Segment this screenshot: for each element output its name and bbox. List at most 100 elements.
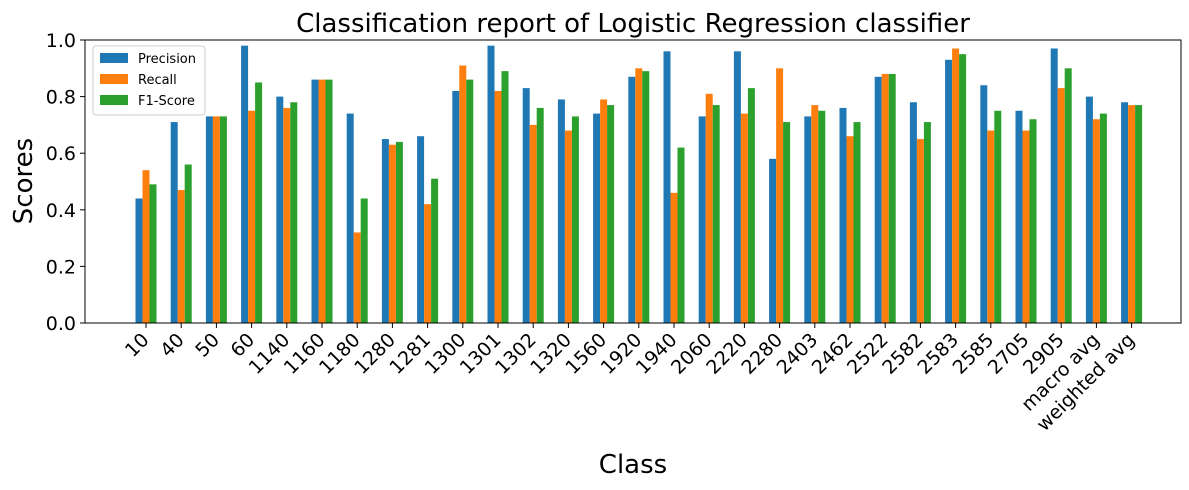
bar-f1-score-1560 [607, 105, 615, 323]
bar-f1-score-1320 [571, 116, 579, 323]
bar-precision-1280 [381, 139, 389, 323]
bar-precision-1140 [276, 96, 284, 323]
bar-precision-1302 [522, 88, 530, 323]
bar-recall-2462 [846, 136, 854, 323]
bar-f1-score-1301 [501, 71, 509, 323]
bar-recall-1560 [600, 99, 608, 324]
bar-precision-1180 [346, 113, 354, 323]
bar-recall-2583 [952, 48, 960, 324]
bar-recall-2060 [705, 93, 713, 324]
bar-precision-1320 [557, 99, 565, 324]
bar-precision-1160 [311, 79, 319, 324]
bar-f1-score-1280 [395, 141, 403, 323]
bar-recall-1180 [353, 232, 361, 323]
y-tick-label: 0.0 [46, 313, 76, 335]
bar-f1-score-1302 [536, 107, 544, 323]
bar-f1-score-2705 [1029, 119, 1037, 324]
x-axis-label: Class [599, 450, 667, 480]
bar-precision-2060 [698, 116, 706, 323]
y-axis: 0.0 0.2 0.4 0.6 0.8 1.0 [46, 30, 85, 335]
bar-f1-score-macro-avg [1099, 113, 1107, 323]
bar-f1-score-2280 [783, 122, 791, 323]
bar-recall-1281 [424, 204, 432, 323]
bar-f1-score-2582 [923, 122, 931, 323]
bar-precision-2905 [1050, 48, 1058, 324]
bar-precision-1281 [417, 136, 425, 323]
bar-precision-2522 [874, 76, 882, 323]
bar-precision-macro-avg [1085, 96, 1093, 323]
bar-f1-score-2462 [853, 122, 861, 323]
bar-recall-2403 [811, 105, 819, 323]
bar-precision-40 [170, 122, 178, 323]
x-tick-label: 50 [191, 329, 224, 362]
bar-recall-1940 [670, 192, 678, 323]
bar-f1-score-1300 [466, 79, 474, 324]
bar-recall-40 [177, 189, 185, 323]
bar-recall-2705 [1022, 130, 1030, 323]
bar-f1-score-2060 [712, 105, 720, 323]
bar-precision-50 [205, 116, 213, 323]
bar-f1-score-2585 [994, 110, 1002, 323]
x-tick-label: 40 [156, 329, 189, 362]
bar-recall-2220 [740, 113, 748, 323]
y-tick-label: 0.6 [46, 143, 76, 165]
bar-precision-2220 [733, 51, 741, 323]
y-tick-label: 0.2 [46, 256, 76, 278]
bar-f1-score-40 [184, 164, 192, 323]
bar-f1-score-2522 [888, 73, 896, 324]
bar-precision-1301 [487, 45, 495, 323]
bar-precision-1300 [452, 90, 460, 323]
y-axis-label: Scores [9, 138, 39, 224]
bar-precision-1560 [593, 113, 601, 323]
bar-recall-macro-avg [1092, 119, 1100, 324]
x-axis: 10 40 50 6011401160118012801281130013011302… [121, 323, 1139, 436]
bar-f1-score-50 [219, 116, 227, 323]
bar-f1-score-1920 [642, 71, 650, 323]
bar-f1-score-1281 [431, 178, 439, 323]
legend-label-recall: Recall [138, 73, 177, 88]
bar-precision-2403 [804, 116, 812, 323]
bar-precision-2585 [980, 85, 988, 323]
legend-swatch-f1-score [100, 95, 128, 105]
bar-recall-1140 [283, 107, 291, 323]
bar-precision-weighted-avg [1121, 102, 1129, 323]
plot-frame [84, 39, 1182, 324]
bar-f1-score-1160 [325, 79, 333, 324]
bar-recall-2280 [776, 68, 784, 323]
y-tick-label: 0.8 [46, 87, 76, 109]
bar-precision-60 [241, 45, 249, 323]
bar-precision-2582 [909, 102, 917, 323]
bar-recall-2585 [987, 130, 995, 323]
bar-recall-weighted-avg [1128, 105, 1136, 323]
y-tick-label: 1.0 [46, 30, 76, 52]
bar-f1-score-1940 [677, 147, 685, 323]
bar-recall-50 [212, 116, 220, 323]
bar-recall-1301 [494, 90, 502, 323]
legend-label-f1-score: F1-Score [138, 94, 195, 109]
chart-title: Classification report of Logistic Regres… [296, 9, 970, 39]
bar-recall-1302 [529, 124, 537, 324]
x-tick-label: 10 [121, 329, 154, 362]
legend-label-precision: Precision [138, 52, 196, 67]
bar-f1-score-2220 [747, 88, 755, 323]
bar-f1-score-1140 [290, 102, 298, 323]
bar-precision-2583 [945, 59, 953, 324]
y-tick-label: 0.4 [46, 200, 76, 222]
bar-recall-1300 [459, 65, 467, 323]
bar-precision-1940 [663, 51, 671, 323]
bar-recall-2905 [1057, 88, 1065, 323]
bar-recall-1280 [388, 144, 396, 323]
bars-group [135, 45, 1143, 324]
bar-recall-1160 [318, 79, 326, 324]
bar-recall-1920 [635, 68, 643, 323]
bar-precision-10 [135, 198, 143, 323]
bar-f1-score-60 [255, 82, 263, 323]
bar-recall-2582 [916, 139, 924, 323]
bar-recall-2522 [881, 73, 889, 324]
bar-precision-2462 [839, 107, 847, 323]
bar-f1-score-2583 [959, 54, 967, 324]
legend: Precision Recall F1-Score [92, 45, 206, 116]
bar-f1-score-2905 [1064, 68, 1072, 323]
bar-recall-10 [142, 170, 150, 323]
